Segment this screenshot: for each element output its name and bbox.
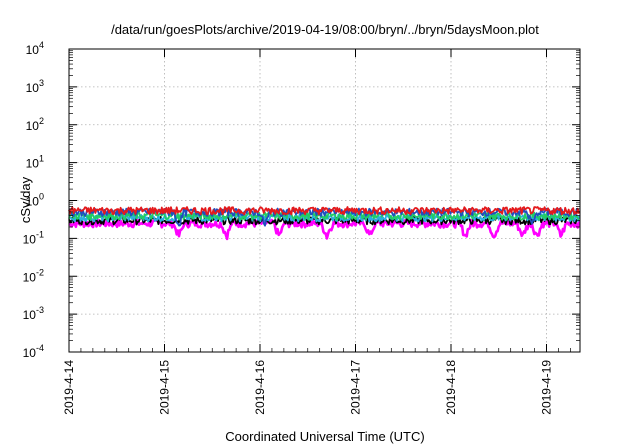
x-tick-label: 2019-4-17 bbox=[349, 360, 363, 415]
grid bbox=[69, 49, 580, 352]
y-tick-label: 10-4 bbox=[23, 343, 44, 360]
y-tick-label: 10-3 bbox=[23, 305, 44, 322]
y-tick-label: 102 bbox=[26, 116, 44, 133]
axis-ticks: 104 103 102 101 100 10-1 10-2 10-3 10-4 2019-4-14… bbox=[23, 40, 580, 415]
y-tick-label: 104 bbox=[26, 40, 44, 57]
x-axis-label: Coordinated Universal Time (UTC) bbox=[225, 429, 424, 444]
chart-title: /data/run/goesPlots/archive/2019-04-19/0… bbox=[111, 22, 539, 37]
y-tick-label: 100 bbox=[26, 192, 44, 209]
x-tick-label: 2019-4-16 bbox=[253, 360, 267, 415]
y-tick-label: 10-2 bbox=[23, 267, 44, 284]
y-tick-label: 103 bbox=[26, 78, 44, 95]
x-tick-label: 2019-4-15 bbox=[158, 360, 172, 415]
y-tick-label: 10-1 bbox=[23, 229, 44, 246]
y-axis-label: cSv/day bbox=[18, 176, 33, 223]
series-line-0 bbox=[68, 206, 580, 216]
y-tick-label: 101 bbox=[26, 154, 44, 171]
series-line-5 bbox=[68, 218, 581, 241]
x-tick-label: 2019-4-14 bbox=[62, 360, 76, 415]
x-tick-label: 2019-4-18 bbox=[444, 360, 458, 415]
plot-series bbox=[68, 206, 581, 241]
x-tick-label: 2019-4-19 bbox=[540, 360, 554, 415]
